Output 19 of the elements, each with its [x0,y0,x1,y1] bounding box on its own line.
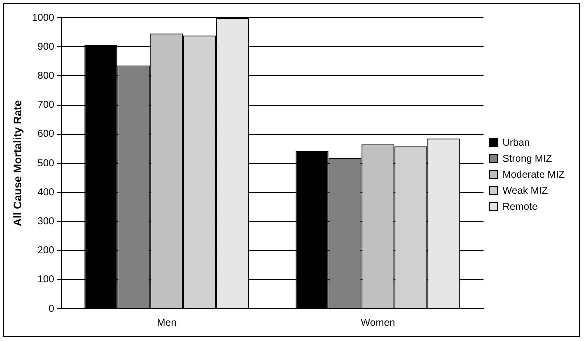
legend-label: Remote [502,202,538,213]
y-tick-label: 200 [38,246,55,257]
y-axis-title: All Cause Mortality Rate [12,100,25,226]
y-tick-label: 800 [38,70,55,82]
legend-label: Strong MIZ [502,154,552,165]
legend-label: Moderate MIZ [502,170,566,181]
y-tick-label: 0 [48,304,55,315]
x-tick-label: Women [361,318,396,329]
y-tick-label: 400 [38,187,55,198]
y-tick-label: 900 [38,42,55,53]
y-tick-label: 300 [38,216,55,228]
legend-label: Weak MIZ [502,186,548,197]
y-tick-label: 100 [38,274,55,286]
y-tick-label: 500 [38,158,55,170]
x-tick-label: Men [157,318,177,329]
y-tick-label: 1000 [32,12,55,24]
y-tick-label: 700 [38,100,55,112]
y-tick-label: 600 [38,129,55,140]
legend-label: Urban [502,138,530,149]
